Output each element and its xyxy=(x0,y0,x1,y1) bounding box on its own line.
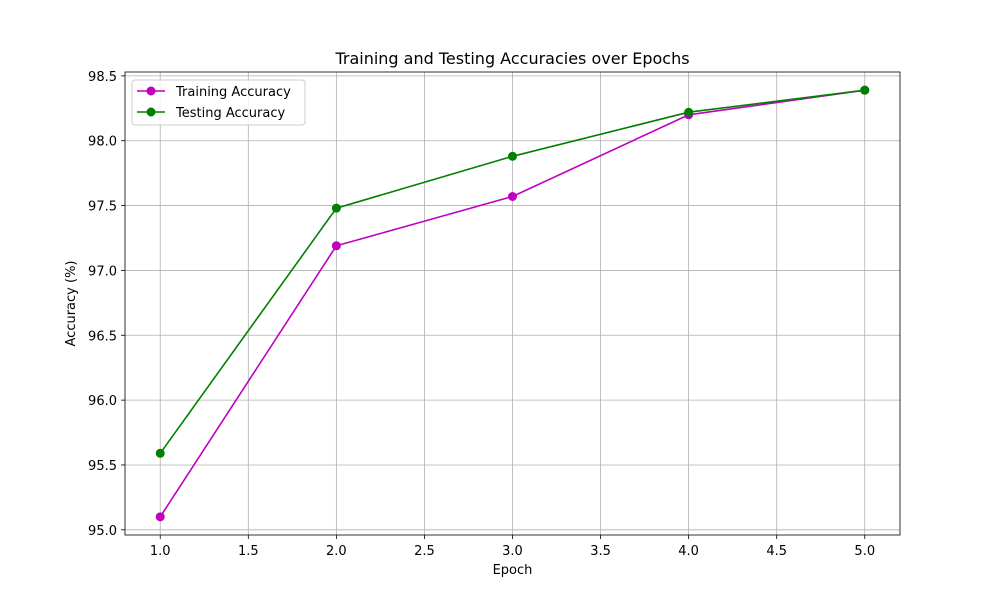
data-point xyxy=(684,107,694,117)
x-tick-label: 2.0 xyxy=(326,544,347,559)
series-testing-accuracy xyxy=(155,85,870,458)
x-tick-label: 3.0 xyxy=(502,544,523,559)
y-axis-label: Accuracy (%) xyxy=(64,261,79,347)
x-tick-label: 1.5 xyxy=(238,544,259,559)
x-tick-label: 1.0 xyxy=(150,544,171,559)
series-group xyxy=(155,85,870,522)
data-point xyxy=(155,448,165,458)
data-point xyxy=(331,203,341,213)
x-axis: 1.0 1.5 2.0 2.5 3.0 3.5 4.0 4.5 5.0 xyxy=(150,535,875,559)
y-tick-label: 97.5 xyxy=(88,200,117,215)
y-tick-label: 98.5 xyxy=(88,70,117,85)
legend-marker xyxy=(146,107,156,117)
y-tick-label: 97.0 xyxy=(88,264,117,279)
y-tick-label: 96.5 xyxy=(88,329,117,344)
data-point xyxy=(331,241,341,251)
y-tick-label: 98.0 xyxy=(88,135,117,150)
x-tick-label: 5.0 xyxy=(854,544,875,559)
data-point xyxy=(508,192,517,202)
x-axis-label: Epoch xyxy=(493,563,533,578)
y-axis: 95.0 95.5 96.0 96.5 97.0 97.5 98.0 98.5 xyxy=(88,70,125,539)
legend-entry: Training Accuracy xyxy=(137,85,291,100)
legend-entry: Testing Accuracy xyxy=(137,106,285,121)
legend-marker xyxy=(146,86,156,96)
y-tick-label: 96.0 xyxy=(88,394,117,409)
legend-label: Testing Accuracy xyxy=(175,106,285,121)
x-tick-label: 2.5 xyxy=(414,544,435,559)
x-tick-label: 4.5 xyxy=(766,544,787,559)
x-tick-label: 4.0 xyxy=(678,544,699,559)
x-tick-label: 3.5 xyxy=(590,544,611,559)
chart-title: Training and Testing Accuracies over Epo… xyxy=(334,49,689,68)
grid xyxy=(125,72,900,535)
y-tick-label: 95.0 xyxy=(88,524,117,539)
data-point xyxy=(155,512,165,522)
legend: Training Accuracy Testing Accuracy xyxy=(131,79,306,126)
legend-box xyxy=(131,79,306,126)
data-point xyxy=(860,85,870,95)
legend-label: Training Accuracy xyxy=(175,85,291,100)
data-point xyxy=(508,151,517,161)
y-tick-label: 95.5 xyxy=(88,459,117,474)
